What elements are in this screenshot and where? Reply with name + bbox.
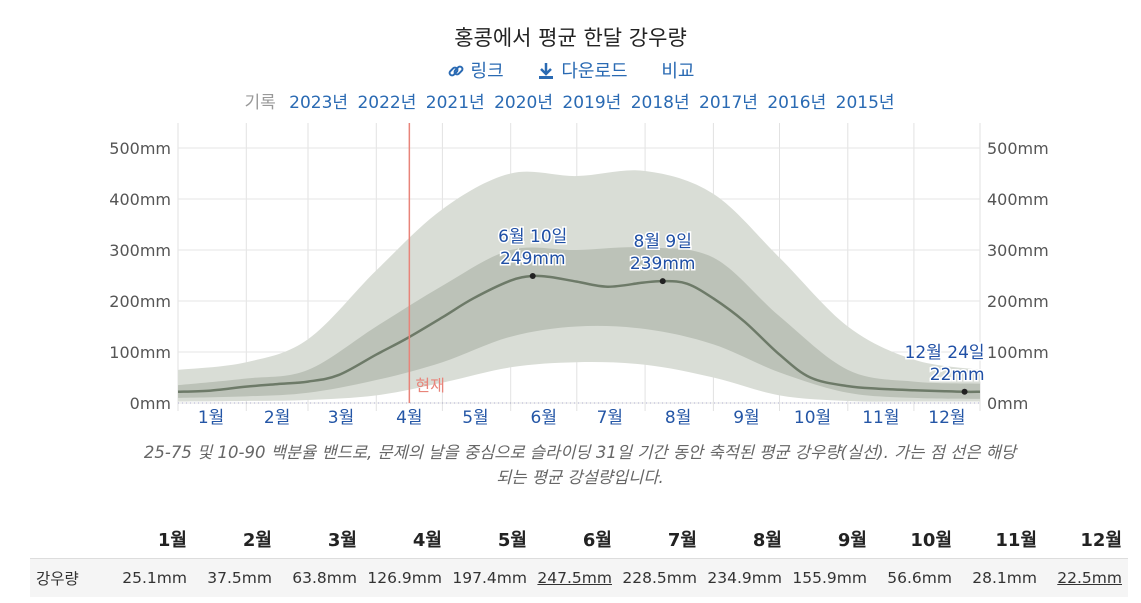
table-cell: 197.4mm: [452, 569, 527, 587]
table-header-row: 1월 2월 3월 4월 5월 6월 7월 8월 9월 10월 11월 12월: [30, 520, 1128, 558]
table-cell: 247.5mm: [537, 569, 612, 587]
month-label: 8월: [665, 408, 691, 428]
table-header-cell: 5월: [497, 530, 527, 551]
table-cell: 126.9mm: [367, 569, 442, 587]
year-link[interactable]: 2021년: [425, 93, 485, 113]
table-cell: 228.5mm: [622, 569, 697, 587]
table-cell: 56.6mm: [887, 569, 952, 587]
compare-button[interactable]: 비교: [661, 61, 694, 82]
y-tick-label-right: 0mm: [987, 394, 1028, 413]
link-label: 링크: [470, 61, 504, 82]
y-tick-label-left: 0mm: [130, 394, 171, 413]
table-cell: 234.9mm: [707, 569, 782, 587]
annotation-date: 8월 9일: [634, 232, 692, 252]
table-header-cell: 2월: [242, 530, 272, 551]
month-label: 3월: [328, 408, 354, 428]
band-25-75: [178, 247, 980, 399]
download-icon: [539, 63, 554, 79]
y-tick-label-left: 500mm: [109, 139, 171, 158]
annotation-point: [529, 273, 536, 280]
month-label: 6월: [531, 408, 557, 428]
download-button[interactable]: 다운로드: [537, 61, 633, 82]
y-tick-label-right: 300mm: [987, 241, 1049, 260]
annotation-value: 249mm: [500, 249, 566, 269]
month-label: 10월: [794, 408, 831, 428]
monthly-table: 1월 2월 3월 4월 5월 6월 7월 8월 9월 10월 11월 12월 강…: [30, 520, 1128, 597]
annotation-value: 239mm: [630, 254, 696, 274]
compare-label: 비교: [661, 61, 695, 82]
mean-rainfall-line: [177, 274, 981, 394]
table-header-cell: 3월: [327, 530, 357, 551]
table-header-cell: 6월: [582, 530, 612, 551]
month-label: 4월: [396, 408, 422, 428]
month-label: 5월: [462, 408, 488, 428]
table-header-cell: 4월: [412, 530, 442, 551]
history-label: 기록: [244, 93, 276, 113]
page-title: 홍콩에서 평균 한달 강우량: [454, 26, 687, 50]
link-button[interactable]: 링크: [447, 61, 510, 82]
annotation-value: 22mm: [930, 365, 985, 385]
table-cell: 28.1mm: [972, 569, 1037, 587]
y-tick-label-right: 100mm: [987, 343, 1049, 362]
y-tick-label-right: 400mm: [987, 190, 1049, 209]
link-icon: [448, 65, 463, 77]
table-cell: 22.5mm: [1057, 569, 1122, 587]
chart-caption: 25-75 및 10-90 백분율 밴드로, 문제의 날을 중심으로 슬라이딩 …: [143, 443, 1017, 487]
y-tick-label-left: 100mm: [109, 343, 171, 362]
month-label: 7월: [597, 408, 623, 428]
month-label: 11월: [862, 408, 899, 428]
table-header-cell: 8월: [752, 530, 782, 551]
y-tick-label-left: 400mm: [109, 190, 171, 209]
annotation-point: [961, 388, 968, 395]
y-tick-label-right: 200mm: [987, 292, 1049, 311]
year-link[interactable]: 2022년: [357, 93, 417, 113]
month-label: 1월: [198, 408, 224, 428]
current-day-label: 현재: [415, 376, 444, 395]
year-link[interactable]: 2017년: [699, 93, 758, 113]
table-header-cell: 7월: [667, 530, 697, 551]
table-header-cell: 11월: [995, 530, 1037, 551]
y-tick-label-left: 200mm: [109, 292, 171, 311]
year-link[interactable]: 2016년: [767, 93, 827, 113]
year-link[interactable]: 2015년: [835, 93, 895, 113]
year-link[interactable]: 2023년: [289, 93, 349, 113]
table-cell: 63.8mm: [292, 569, 357, 587]
annotation-date: 12월 24일: [905, 343, 985, 363]
month-label: 9월: [733, 408, 759, 428]
annotation-date: 6월 10일: [498, 227, 567, 247]
month-label: 12월: [928, 408, 965, 428]
annotation-point: [659, 278, 666, 285]
year-link[interactable]: 2019년: [562, 93, 622, 113]
history-bar: 기록 2023년 2022년 2021년 2020년 2019년 2018년 2…: [0, 88, 1141, 113]
table-cell: 155.9mm: [792, 569, 867, 587]
year-link[interactable]: 2018년: [630, 93, 690, 113]
link-bar: 링크 다운로드 비교: [0, 57, 1141, 83]
rainfall-chart: 현재 0mm 0mm 100mm 100mm 200mm 200mm 300mm 300mm 40…: [109, 123, 1049, 428]
download-label: 다운로드: [561, 61, 628, 82]
table-header-cell: 9월: [837, 530, 867, 551]
y-tick-label-right: 500mm: [987, 139, 1049, 158]
year-link[interactable]: 2020년: [494, 93, 553, 113]
month-label: 2월: [264, 408, 290, 428]
table-header-cell: 1월: [157, 530, 187, 551]
y-tick-label-left: 300mm: [109, 241, 171, 260]
table-cell: 25.1mm: [122, 569, 187, 587]
table-row: 강우량 25.1mm 37.5mm 63.8mm 126.9mm 197.4mm…: [30, 558, 1128, 597]
table-header-cell: 12월: [1080, 530, 1122, 551]
table-cell: 37.5mm: [207, 569, 272, 587]
table-row-label: 강우량: [36, 570, 79, 588]
table-header-cell: 10월: [910, 530, 952, 551]
